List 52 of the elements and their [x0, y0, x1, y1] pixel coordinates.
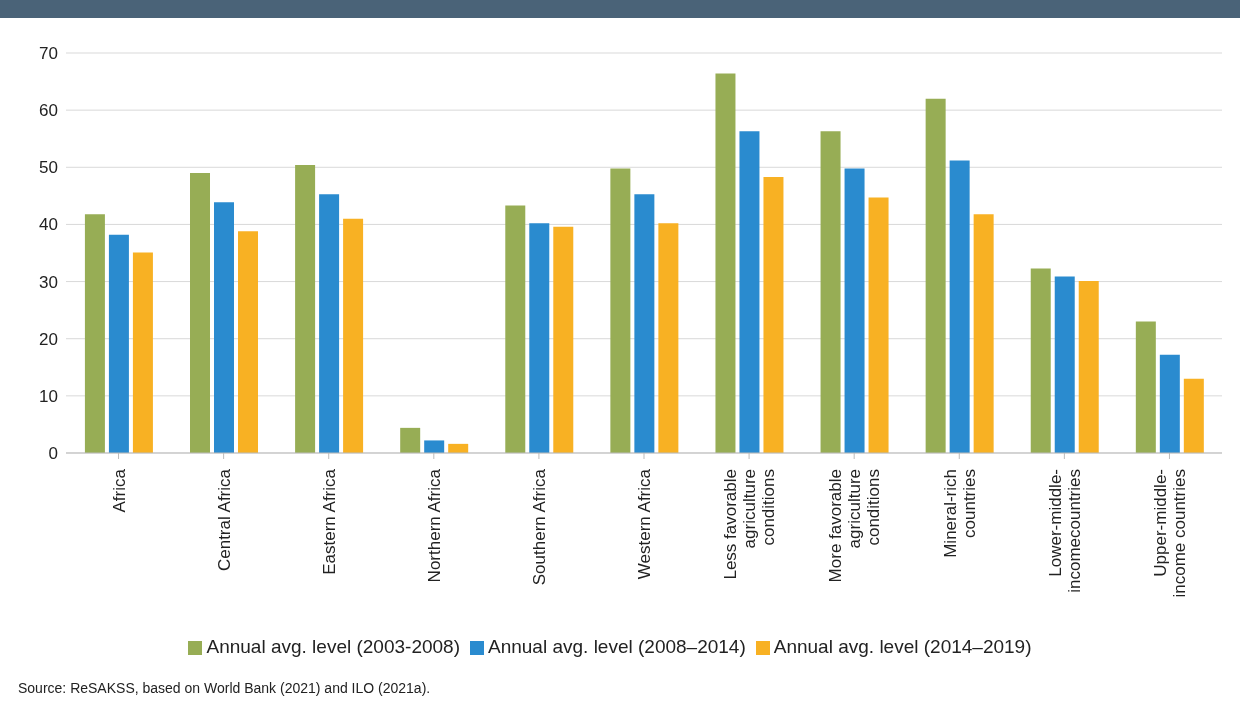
bar: [739, 131, 760, 453]
bar: [844, 168, 865, 453]
bar: [424, 440, 445, 453]
bar: [505, 205, 526, 453]
bar: [295, 165, 316, 453]
bar: [400, 427, 421, 453]
bar: [820, 131, 841, 453]
bar: [1159, 354, 1180, 453]
x-tick-label: Central Africa: [214, 468, 234, 572]
x-tick-label: Eastern Africa: [319, 468, 339, 575]
y-tick-label: 10: [39, 386, 58, 406]
bar: [610, 168, 631, 453]
bar: [949, 160, 970, 453]
bar: [658, 223, 679, 453]
bar: [108, 234, 129, 453]
bar: [763, 177, 784, 453]
bar: [1078, 281, 1099, 453]
bar: [925, 98, 946, 453]
y-tick-label: 70: [39, 44, 58, 64]
source-note: Source: ReSAKSS, based on World Bank (2021) and ILO (2021a).: [18, 680, 431, 696]
bar: [343, 218, 364, 453]
bar: [132, 252, 153, 453]
legend-label: Annual avg. level (2003-2008): [206, 636, 460, 657]
bar: [84, 214, 105, 453]
bar: [319, 194, 340, 453]
bar: [1135, 321, 1156, 453]
legend-label: Annual avg. level (2014–2019): [773, 636, 1032, 657]
bar: [715, 73, 736, 453]
bar: [1030, 268, 1051, 453]
x-tick-label: Southern Africa: [529, 468, 549, 586]
y-tick-label: 20: [39, 329, 58, 349]
x-tick-label: Western Africa: [635, 468, 654, 580]
bar: [238, 231, 259, 453]
bar: [553, 226, 574, 453]
bar: [1183, 378, 1204, 453]
bar: [868, 197, 889, 453]
y-tick-label: 0: [48, 444, 58, 464]
bar: [973, 214, 994, 453]
y-tick-label: 50: [39, 158, 58, 178]
x-tick-label: Northern Africa: [424, 468, 444, 583]
bar: [1054, 276, 1075, 453]
legend-label: Annual avg. level (2008–2014): [488, 636, 746, 657]
bar: [634, 194, 655, 453]
x-tick-label: Less favorable agriculture conditions: [721, 469, 779, 580]
y-tick-label: 30: [39, 272, 58, 292]
x-tick-label: Mineral-rich countries: [940, 469, 979, 558]
bar: [190, 173, 211, 453]
bar: [529, 223, 550, 453]
y-tick-label: 40: [39, 215, 58, 235]
bar: [214, 202, 235, 453]
y-tick-label: 60: [39, 101, 58, 121]
x-tick-label: Africa: [109, 468, 129, 513]
